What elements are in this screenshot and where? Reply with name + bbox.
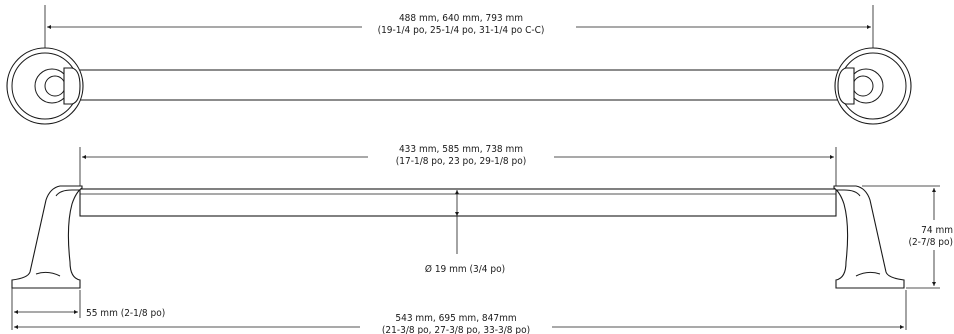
top-view-post-left bbox=[6, 47, 84, 125]
height-label-imperial: (2-7/8 po) bbox=[908, 237, 953, 248]
bar-length-label: 433 mm, 585 mm, 738 mm bbox=[399, 144, 523, 155]
front-view-bracket-left bbox=[11, 185, 83, 289]
cc-dimension-label-imperial: (19-1/4 po, 25-1/4 po, 31-1/4 po C-C) bbox=[378, 25, 545, 36]
cc-dimension-label: 488 mm, 640 mm, 793 mm bbox=[399, 13, 523, 24]
top-view: 488 mm, 640 mm, 793 mm (19-1/4 po, 25-1/… bbox=[6, 5, 912, 125]
front-view-bracket-right bbox=[833, 185, 905, 289]
bar-length-label-imperial: (17-1/8 po, 23 po, 29-1/8 po) bbox=[396, 156, 526, 167]
cc-label-backdrop bbox=[362, 9, 576, 39]
top-view-bar bbox=[59, 69, 861, 101]
overall-label-backdrop bbox=[360, 310, 552, 334]
height-label-backdrop bbox=[900, 220, 954, 250]
overall-length-label: 543 mm, 695 mm, 847mm bbox=[395, 313, 516, 324]
bar-length-label-backdrop bbox=[368, 140, 554, 170]
front-view: Ø 19 mm (3/4 po) 74 mm (2-7/8 po) 55 mm … bbox=[11, 140, 954, 334]
height-label: 74 mm bbox=[921, 225, 953, 236]
diameter-label: Ø 19 mm (3/4 po) bbox=[425, 263, 505, 275]
front-view-bar bbox=[79, 188, 837, 217]
projection-label: 55 mm (2-1/8 po) bbox=[86, 308, 165, 319]
top-view-post-right bbox=[834, 47, 912, 125]
overall-length-label-imperial: (21-3/8 po, 27-3/8 po, 33-3/8 po) bbox=[382, 325, 530, 334]
